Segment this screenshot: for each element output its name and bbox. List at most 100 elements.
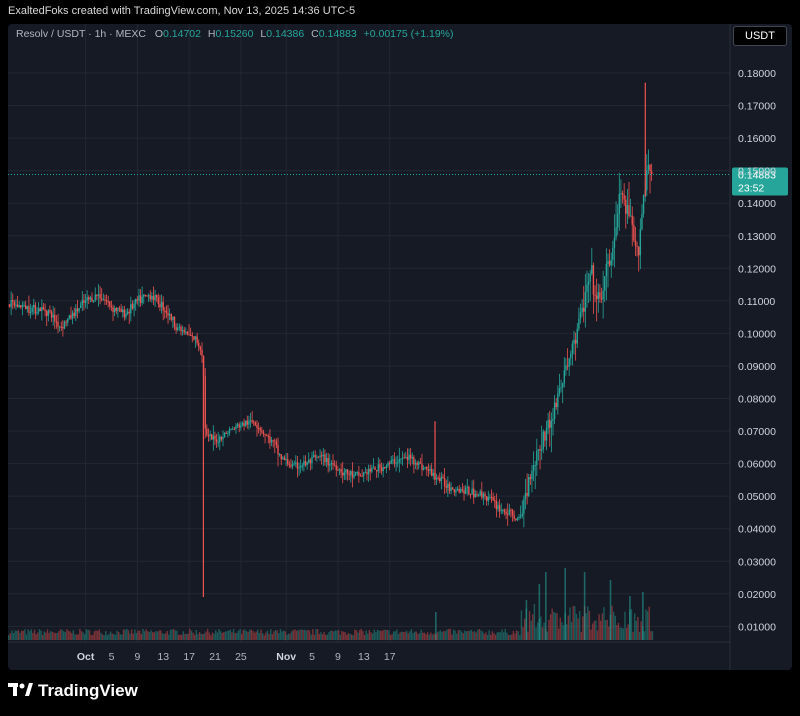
candle-body [299,465,302,468]
volume-bar [452,629,455,640]
volume-bar [464,630,466,640]
volume-bar [619,627,621,640]
candle-body [212,435,215,440]
volume-bar [467,630,469,640]
candle-body [280,454,282,460]
candle-body [586,284,588,293]
volume-bar [135,632,138,640]
volume-bar [570,621,573,640]
volume-bar [468,630,471,640]
candle-body [358,472,360,476]
candle-body [350,471,352,475]
volume-bar [559,617,561,640]
candle-body [547,419,549,429]
volume-bar [407,633,409,640]
candle-body [628,205,630,216]
volume-bar [562,625,565,640]
candle-body [359,475,362,477]
candle-body [269,436,271,443]
volume-bar [441,632,443,640]
candle-body [107,301,109,303]
candle-body [118,308,121,310]
volume-bar [160,630,162,640]
candle-body [89,297,92,300]
candle-body [638,247,640,256]
volume-bar [557,628,560,640]
volume-bar [310,634,312,640]
volume-bar [593,621,595,640]
candle-body [157,297,160,304]
y-tick-label: 0.01000 [738,621,776,633]
candle-body [641,213,643,230]
volume-bar [265,632,267,640]
volume-bar [143,631,146,640]
volume-bar [198,631,201,640]
candle-body [246,420,248,425]
candle-body [629,215,632,217]
chart-panel[interactable]: 0.14883 23:52 0.18000 0.17000 0.16000 0.15000… [8,24,792,670]
volume-bar [428,634,430,640]
volume-bar [527,631,529,640]
candle-body [92,300,95,302]
y-tick-label: 0.04000 [738,524,776,536]
volume-bar [156,631,159,640]
candle-body [377,464,379,472]
tradingview-logo-icon [8,683,33,696]
volume-bar [512,630,515,640]
volume-bar [627,624,629,640]
volume-bar [51,631,54,640]
y-tick-label: 0.02000 [738,589,776,601]
volume-bar [197,634,199,640]
volume-bar [268,634,270,640]
currency-unit-badge[interactable]: USDT [733,26,787,46]
candle-body [172,316,174,320]
candle-body [502,509,504,511]
candle-body [374,467,376,470]
volume-bar [35,634,37,640]
candle-body [443,477,446,486]
candle-body [185,331,187,333]
volume-bar [439,630,442,640]
volume-bar [409,631,411,640]
candle-body [568,358,570,367]
volume-bar [79,628,81,640]
candle-body [335,465,337,470]
candle-body [503,509,506,512]
candle-body [487,496,489,501]
candle-body [634,240,637,247]
candle-body [605,263,608,277]
candle-body [442,476,444,478]
volume-bar [354,629,356,640]
volume-bar [85,629,88,640]
candle-body [435,477,438,480]
y-tick-label: 0.12000 [738,263,776,275]
candle-body [408,454,410,460]
volume-bar [405,630,408,640]
candle-body [573,339,575,344]
volume-bar [494,634,497,640]
volume-bar [37,632,39,640]
price-chart[interactable]: 0.1488323:520.180000.170000.160000.15000… [8,24,792,670]
volume-bar [171,629,173,640]
volume-bar [294,629,296,640]
volume-bar [105,631,107,640]
candle-body [288,463,291,466]
candle-body [52,314,54,318]
volume-bar [459,630,461,640]
candle-body [526,492,528,496]
volume-bar [249,629,251,640]
volume-bar [394,631,396,640]
volume-bar [24,629,26,640]
volume-bar [378,630,380,640]
x-tick-label: 17 [183,651,195,663]
candle-body [55,321,58,323]
volume-bar [622,628,625,640]
candle-body [317,456,320,458]
candle-body [555,402,557,408]
candle-body [393,459,396,464]
volume-bar [370,632,372,640]
volume-bar [308,630,311,640]
candle-body [450,487,452,492]
volume-bar [591,623,594,640]
candle-body [364,472,367,474]
